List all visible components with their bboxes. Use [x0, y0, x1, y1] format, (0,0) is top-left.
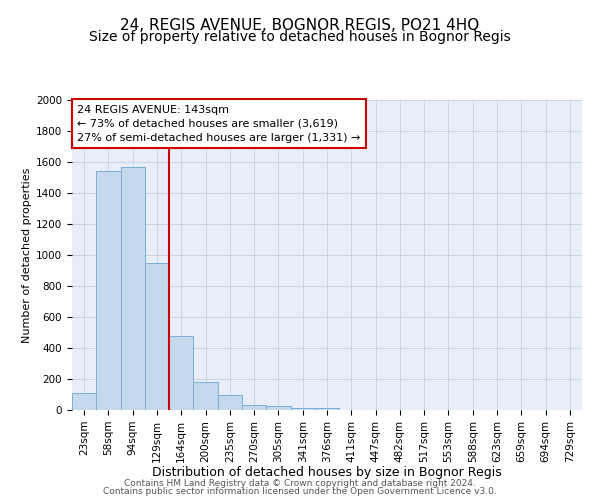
- Bar: [96, 172, 121, 410]
- Bar: [266, 406, 290, 410]
- Bar: [242, 404, 266, 410]
- Bar: [315, 408, 339, 410]
- Text: Contains HM Land Registry data © Crown copyright and database right 2024.: Contains HM Land Registry data © Crown c…: [124, 478, 476, 488]
- Text: Contains public sector information licensed under the Open Government Licence v3: Contains public sector information licen…: [103, 487, 497, 496]
- X-axis label: Distribution of detached houses by size in Bognor Regis: Distribution of detached houses by size …: [152, 466, 502, 479]
- Y-axis label: Number of detached properties: Number of detached properties: [22, 168, 32, 342]
- Text: Size of property relative to detached houses in Bognor Regis: Size of property relative to detached ho…: [89, 30, 511, 44]
- Bar: [121, 166, 145, 410]
- Text: 24, REGIS AVENUE, BOGNOR REGIS, PO21 4HQ: 24, REGIS AVENUE, BOGNOR REGIS, PO21 4HQ: [121, 18, 479, 32]
- Text: 24 REGIS AVENUE: 143sqm
← 73% of detached houses are smaller (3,619)
27% of semi: 24 REGIS AVENUE: 143sqm ← 73% of detache…: [77, 104, 361, 142]
- Bar: [72, 393, 96, 410]
- Bar: [169, 336, 193, 410]
- Bar: [193, 382, 218, 410]
- Bar: [290, 408, 315, 410]
- Bar: [145, 263, 169, 410]
- Bar: [218, 396, 242, 410]
